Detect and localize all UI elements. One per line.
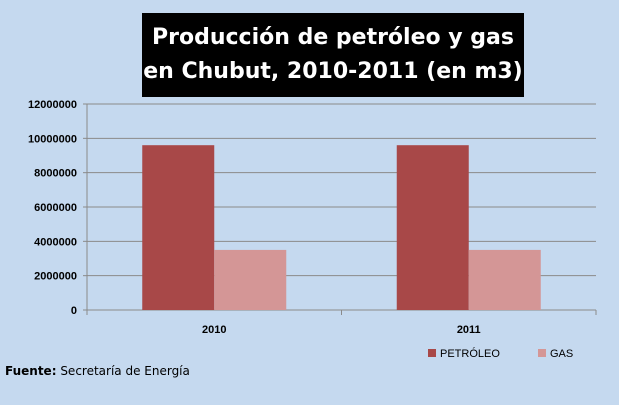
x-tick-label: 2010 [202, 324, 226, 336]
y-tick-label: 6000000 [34, 202, 77, 214]
source-label: Fuente: [5, 364, 57, 378]
y-tick-label: 10000000 [28, 133, 77, 145]
legend-label-petróleo: PETRÓLEO [440, 347, 500, 360]
bar-petróleo-2010 [142, 145, 215, 310]
source-text: Secretaría de Energía [56, 364, 190, 378]
bar-gas-2011 [468, 249, 541, 310]
x-tick-label: 2011 [457, 324, 481, 336]
y-tick-label: 4000000 [34, 236, 77, 248]
y-tick-label: 2000000 [34, 271, 77, 283]
y-tick-label: 8000000 [34, 168, 77, 180]
chart-title: Producción de petróleo y gas en Chubut, … [142, 13, 524, 97]
y-tick-label: 0 [71, 305, 77, 317]
chart-title-line-1: Producción de petróleo y gas [152, 25, 514, 50]
bar-gas-2010 [214, 249, 287, 310]
legend-swatch-petróleo [428, 349, 436, 357]
legend-label-gas: GAS [550, 348, 573, 360]
chart-title-line-2: en Chubut, 2010-2011 (en m3) [143, 59, 523, 84]
y-tick-label: 12000000 [28, 99, 77, 111]
bar-petróleo-2011 [396, 145, 469, 310]
legend-swatch-gas [538, 349, 546, 357]
source-note: Fuente: Secretaría de Energía [5, 364, 190, 378]
